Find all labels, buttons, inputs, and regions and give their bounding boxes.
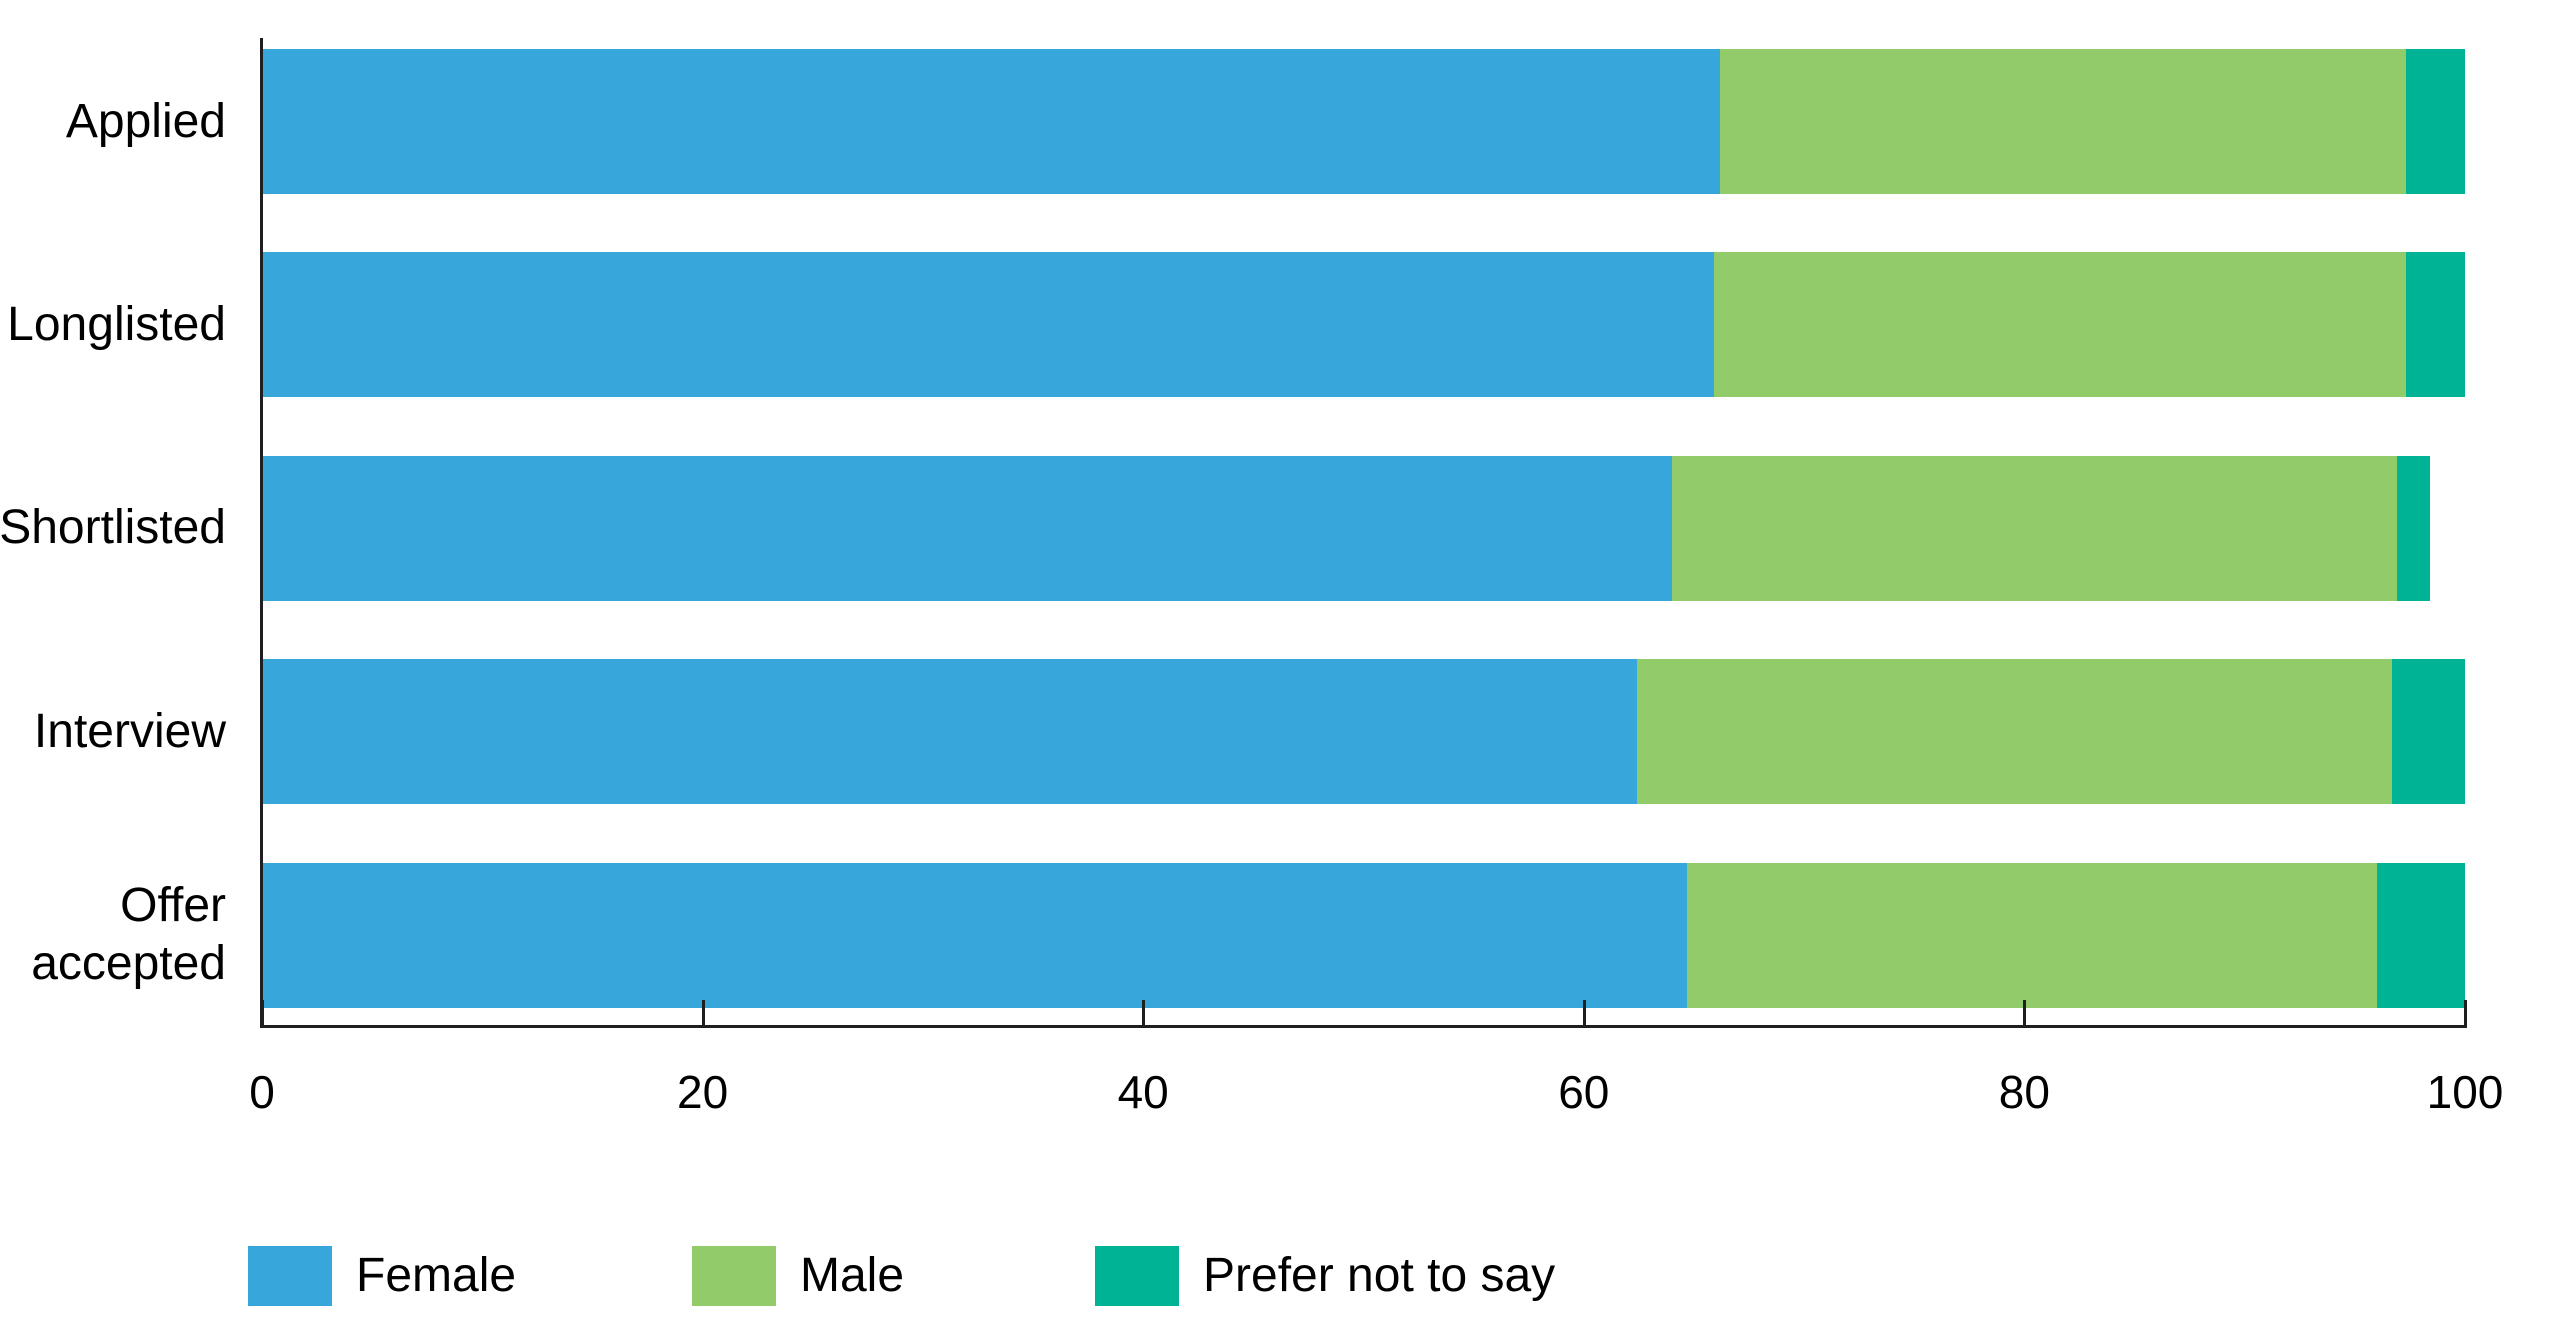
bar-row xyxy=(262,252,2465,398)
bar-segment-prefer-not-to-say xyxy=(2405,49,2465,194)
legend-swatch xyxy=(692,1246,776,1306)
x-tick xyxy=(2023,1000,2027,1025)
y-axis xyxy=(260,38,263,1027)
x-tick-label: 100 xyxy=(2426,1066,2504,1118)
bar-segment-female xyxy=(262,862,1688,1008)
bar-row xyxy=(262,49,2465,194)
legend-label: Female xyxy=(356,1249,517,1302)
bar-segment-male xyxy=(1671,455,2397,601)
legend-swatch xyxy=(248,1246,332,1306)
bar-segment-male xyxy=(1713,252,2406,398)
bar-row xyxy=(262,455,2430,601)
x-tick-label: 0 xyxy=(249,1066,275,1118)
category-label: Interview xyxy=(33,704,226,758)
bar-segment-prefer-not-to-say xyxy=(2392,659,2465,805)
bar-segment-male xyxy=(1636,659,2393,805)
legend-swatch xyxy=(1095,1246,1179,1306)
x-tick xyxy=(701,1000,705,1025)
bar-segment-female xyxy=(262,252,1714,398)
legend-item: Prefer not to say xyxy=(1095,1246,1555,1306)
x-tick xyxy=(1142,1000,1146,1025)
category-label: Shortlisted xyxy=(0,501,226,555)
legend-label: Prefer not to say xyxy=(1203,1249,1556,1302)
bar-segment-prefer-not-to-say xyxy=(2405,252,2465,398)
bar-row xyxy=(262,862,2465,1008)
x-tick xyxy=(2464,1000,2467,1025)
bar-segment-female xyxy=(262,455,1672,601)
bar-segment-female xyxy=(262,49,1721,194)
category-label: Applied xyxy=(65,94,226,148)
category-label: Offer accepted xyxy=(31,879,226,991)
legend-item: Male xyxy=(692,1246,904,1306)
x-tick-label: 20 xyxy=(677,1066,729,1118)
x-tick-label: 40 xyxy=(1117,1066,1169,1118)
bar-segment-prefer-not-to-say xyxy=(2376,862,2465,1008)
x-tick-label: 80 xyxy=(1998,1066,2050,1118)
bar-segment-prefer-not-to-say xyxy=(2396,455,2430,601)
bar-segment-male xyxy=(1687,862,2377,1008)
x-axis xyxy=(260,1025,2467,1028)
x-tick xyxy=(1582,1000,1586,1025)
bar-segment-female xyxy=(262,659,1637,805)
legend-item: Female xyxy=(248,1246,516,1306)
legend-label: Male xyxy=(800,1249,905,1302)
bar-segment-male xyxy=(1720,49,2406,194)
category-label: Longlisted xyxy=(7,297,226,351)
bar-row xyxy=(262,659,2465,805)
x-tick xyxy=(261,1000,264,1025)
x-tick-label: 60 xyxy=(1558,1066,1610,1118)
